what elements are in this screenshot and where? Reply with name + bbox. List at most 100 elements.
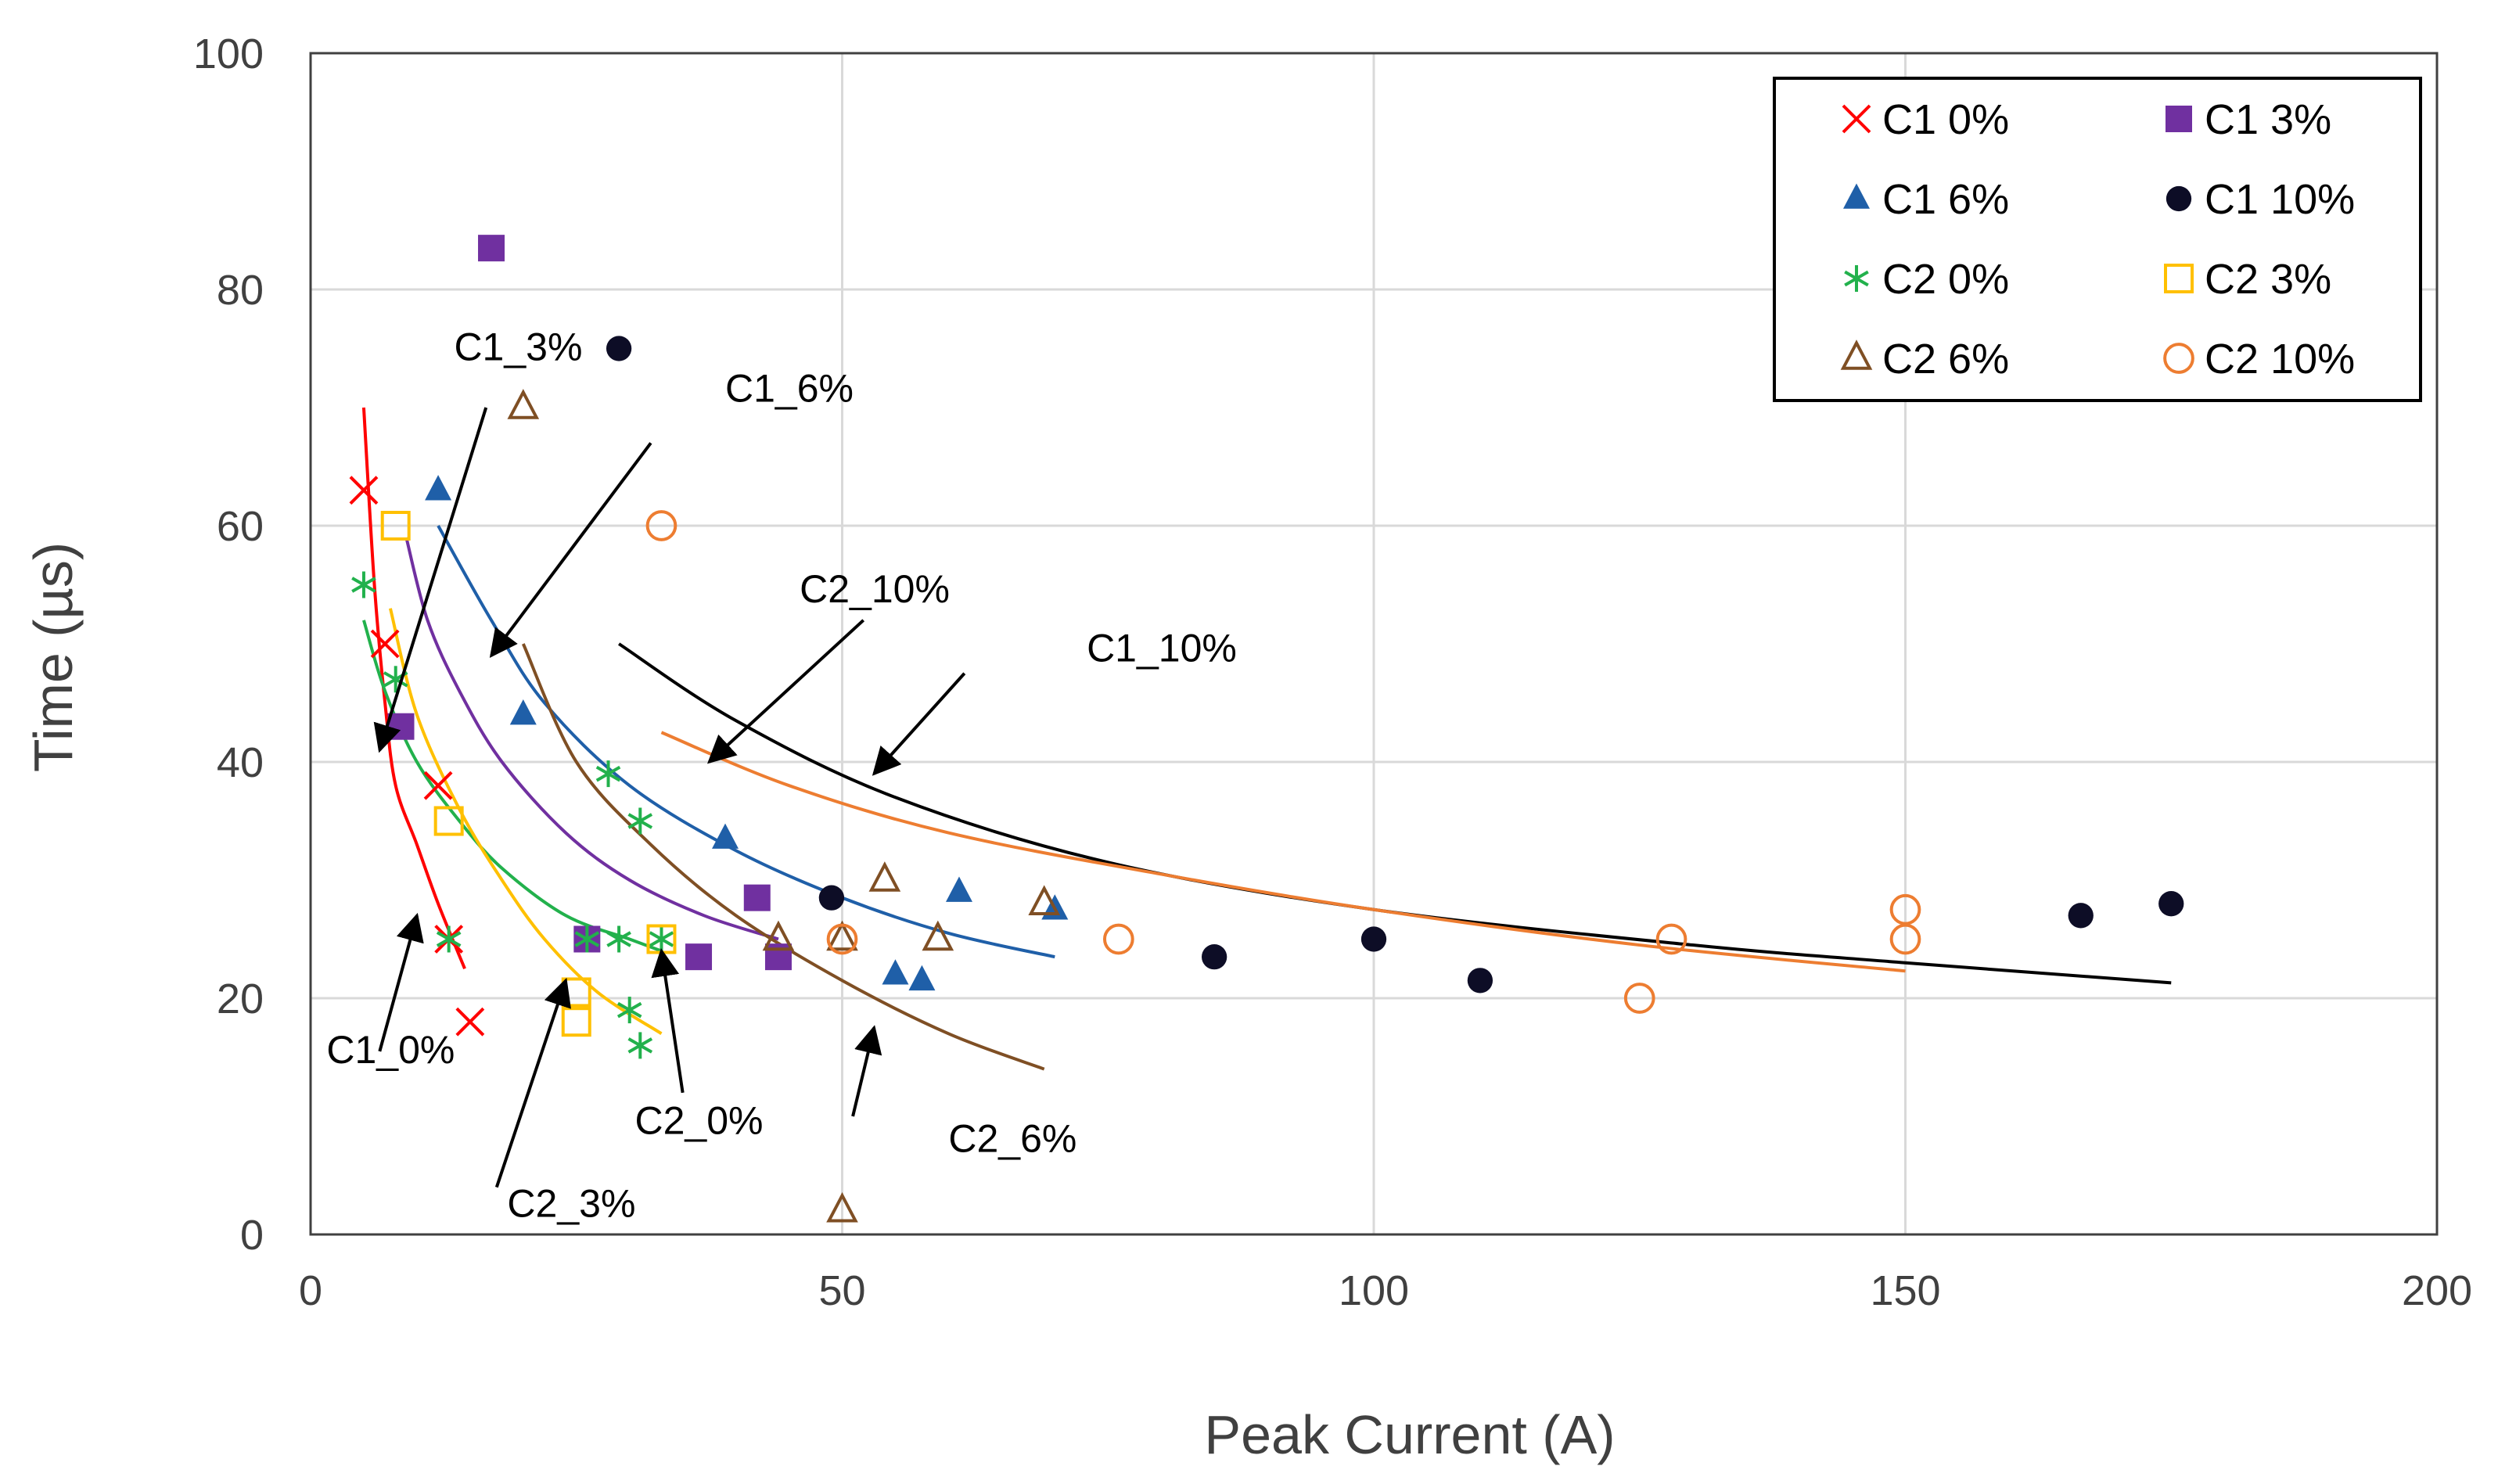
x-tick-label: 50: [818, 1267, 865, 1314]
legend-marker-c1-3-: [2166, 106, 2192, 132]
legend-label-c1-0-: C1 0%: [1882, 96, 2009, 143]
point-c2-6-: [922, 920, 954, 951]
y-axis-title: Time (µs): [23, 542, 84, 772]
point-c1-10-: [818, 885, 845, 911]
point-c1-0-: [455, 1007, 485, 1037]
annotation-arrow-c2-3-: [494, 977, 571, 1188]
point-c2-0-: [351, 571, 376, 598]
point-c2-6-: [826, 920, 858, 951]
y-tick-label: 20: [217, 976, 264, 1022]
legend-marker-c1-6-: [1843, 183, 1870, 209]
point-c2-0-: [649, 925, 674, 953]
point-c2-0-: [616, 997, 642, 1024]
point-c1-6-: [945, 876, 972, 902]
x-tick-label: 200: [2402, 1267, 2472, 1314]
point-c2-3-: [561, 1007, 591, 1037]
point-c1-6-: [509, 699, 537, 725]
point-c1-10-: [1202, 944, 1227, 970]
x-tick-label: 150: [1870, 1267, 1940, 1314]
annotation-arrow-c1-3-: [373, 407, 488, 753]
x-axis-title: Peak Current (A): [1204, 1404, 1615, 1465]
trendline-c1-3-: [404, 537, 779, 941]
point-c2-10-: [1102, 923, 1134, 955]
point-c2-3-: [380, 511, 411, 541]
point-c1-10-: [2158, 891, 2184, 917]
point-c2-0-: [595, 760, 621, 788]
legend-label-c2-10-: C2 10%: [2205, 336, 2355, 383]
legend-marker-c2-6-: [1840, 340, 1873, 370]
point-c2-10-: [1655, 923, 1687, 955]
point-c2-6-: [762, 920, 795, 951]
legend-label-c1-10-: C1 10%: [2205, 176, 2355, 223]
point-c1-6-: [908, 965, 936, 991]
point-c2-6-: [507, 389, 540, 419]
point-c2-6-: [1028, 885, 1061, 915]
x-tick-label: 0: [299, 1267, 322, 1314]
legend-label-c2-3-: C2 3%: [2205, 256, 2331, 303]
y-tick-label: 80: [217, 267, 264, 314]
legend-label-c2-0-: C2 0%: [1882, 256, 2009, 303]
annotation-label-c1-6-: C1_6%: [725, 366, 854, 410]
annotation-label-c2-10-: C2_10%: [800, 567, 950, 611]
point-c2-0-: [627, 1032, 653, 1059]
point-c2-10-: [645, 510, 678, 541]
point-c1-10-: [2068, 903, 2094, 929]
point-c2-0-: [606, 925, 631, 953]
y-tick-label: 60: [217, 503, 264, 550]
annotation-arrow-c1-6-: [489, 442, 652, 658]
point-c2-6-: [868, 861, 901, 892]
annotations: C1_3% C1_6% C2_10% C1_10% C1_0% C2_3% C2_0% C2_…: [326, 325, 1236, 1226]
point-c1-3-: [743, 884, 771, 911]
annotation-label-c2-6-: C2_6%: [948, 1116, 1076, 1160]
trendline-c2-3-: [388, 608, 663, 1035]
annotation-arrow-c2-6-: [851, 1025, 882, 1117]
y-tick-label: 100: [193, 31, 264, 77]
legend-label-c1-6-: C1 6%: [1882, 176, 2009, 223]
trendline-c2-10-: [660, 731, 1906, 973]
point-c1-0-: [349, 476, 379, 505]
annotation-label-c1-3-: C1_3%: [454, 325, 582, 369]
legend-marker-c2-3-: [2164, 264, 2194, 293]
point-c1-10-: [1360, 926, 1387, 952]
point-c1-3-: [685, 943, 713, 971]
annotation-label-c1-10-: C1_10%: [1087, 627, 1237, 670]
legend-marker-c2-0-: [1844, 265, 1869, 292]
legend-marker-c1-0-: [1842, 104, 1871, 134]
point-c1-6-: [882, 959, 909, 985]
plot-area-border: [309, 52, 2439, 1236]
legend: C1 0% C1 3% C1 6% C1 10% C2 0% C2 3% C2 6% C2 1…: [1773, 77, 2422, 402]
point-c2-10-: [1623, 983, 1655, 1014]
annotation-label-c2-3-: C2_3%: [507, 1181, 635, 1225]
axes: 0 50 100 150 200 0 20 40 60 80 100: [193, 31, 2472, 1314]
point-c2-0-: [627, 807, 653, 835]
point-c1-0-: [370, 629, 400, 659]
point-c2-10-: [826, 923, 858, 955]
annotation-label-c2-0-: C2_0%: [634, 1099, 763, 1143]
trendline-c2-6-: [521, 643, 1045, 1071]
point-c2-0-: [574, 925, 600, 953]
annotation-arrow-c1-10-: [872, 672, 966, 776]
point-c1-0-: [423, 771, 453, 800]
point-c2-10-: [1889, 923, 1921, 955]
annotation-arrow-c1-0-: [378, 912, 424, 1052]
annotation-arrow-c2-10-: [706, 619, 865, 764]
legend-marker-c2-10-: [2163, 343, 2194, 374]
point-c1-10-: [606, 336, 632, 361]
legend-box: [1773, 77, 2422, 402]
point-c1-10-: [1467, 968, 1493, 994]
data-points: [349, 235, 2184, 1223]
point-c1-6-: [712, 823, 739, 849]
y-tick-label: 0: [240, 1212, 264, 1259]
point-c1-6-: [425, 475, 452, 501]
annotation-label-c1-0-: C1_0%: [326, 1028, 455, 1072]
legend-marker-c1-10-: [2166, 185, 2192, 212]
point-c1-3-: [478, 235, 505, 262]
legend-label-c1-3-: C1 3%: [2205, 96, 2331, 143]
y-tick-label: 40: [217, 739, 264, 786]
legend-label-c2-6-: C2 6%: [1882, 336, 2009, 383]
point-c2-10-: [1889, 893, 1921, 925]
point-c2-0-: [436, 925, 462, 953]
point-c2-3-: [433, 806, 464, 836]
point-c1-3-: [387, 713, 415, 740]
